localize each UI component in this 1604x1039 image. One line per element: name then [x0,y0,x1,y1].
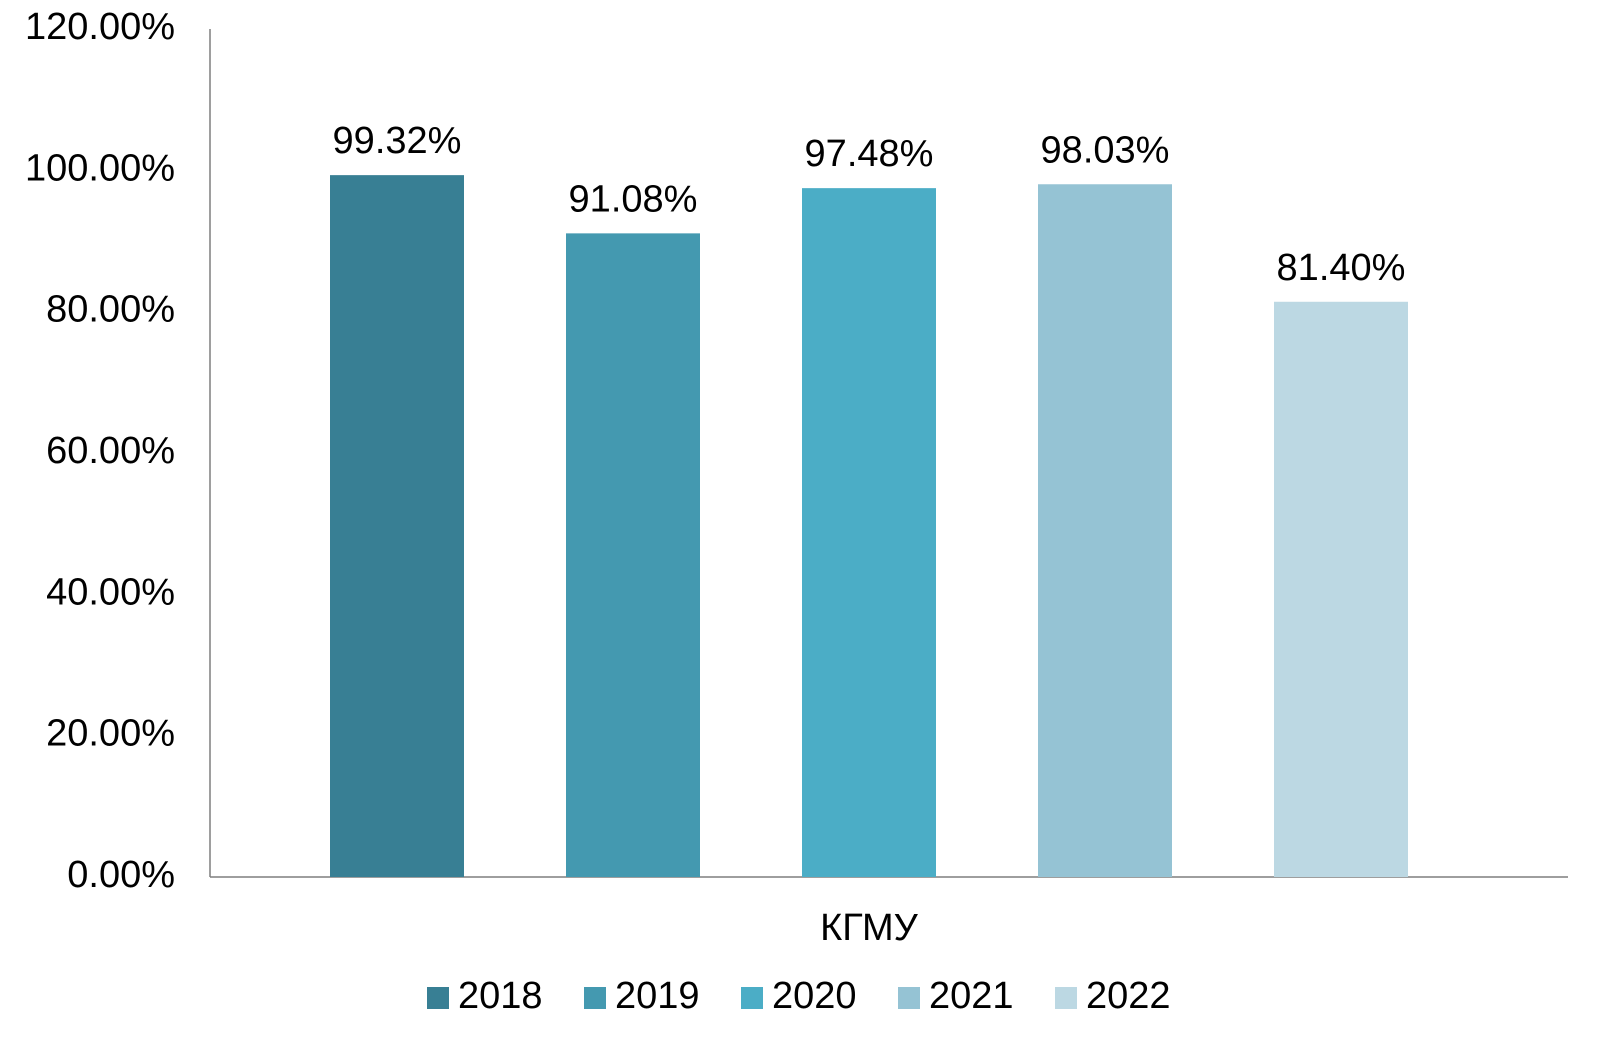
bar [1038,184,1172,878]
bar [802,188,936,877]
y-tick-label: 100.00% [25,147,175,189]
bar [1274,301,1408,878]
y-tick-label: 80.00% [46,289,175,331]
bar [330,175,464,877]
y-tick-label: 20.00% [46,713,175,755]
y-tick-label: 40.00% [46,571,175,613]
legend-label: 2019 [615,975,700,1017]
y-tick-label: 60.00% [46,430,175,472]
x-tick-label: КГМУ [820,907,918,949]
legend-label: 2021 [929,975,1014,1017]
legend-label: 2018 [458,975,543,1017]
value-label: 98.03% [1041,129,1170,171]
value-label: 97.48% [805,133,934,175]
legend-swatch [427,987,449,1009]
legend-label: 2020 [772,975,857,1017]
legend-label: 2022 [1086,975,1171,1017]
value-label: 99.32% [333,120,462,162]
legend-swatch [741,987,763,1009]
bar [566,233,700,878]
value-label: 91.08% [569,178,698,220]
value-label: 81.40% [1277,247,1406,289]
legend-swatch [1055,987,1077,1009]
y-tick-label: 0.00% [67,854,175,896]
legend-swatch [584,987,606,1009]
legend-swatch [898,987,920,1009]
y-tick-label: 120.00% [25,6,175,48]
